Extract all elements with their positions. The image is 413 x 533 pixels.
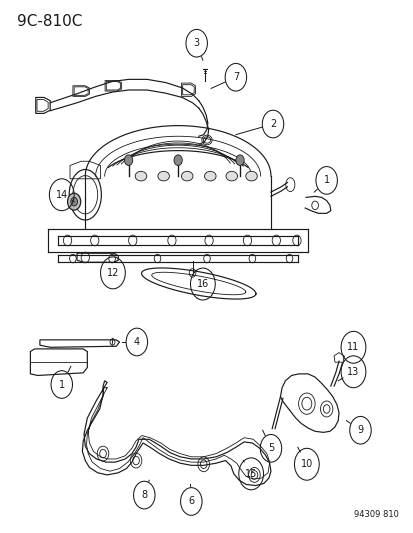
Ellipse shape xyxy=(181,171,192,181)
Ellipse shape xyxy=(225,171,237,181)
Text: 9C-810C: 9C-810C xyxy=(17,14,82,29)
Text: 4: 4 xyxy=(133,337,140,347)
Text: 3: 3 xyxy=(193,38,199,48)
Text: 16: 16 xyxy=(196,279,209,289)
Circle shape xyxy=(235,155,244,165)
Text: 1: 1 xyxy=(323,175,329,185)
Text: 5: 5 xyxy=(267,443,273,453)
Text: 13: 13 xyxy=(347,367,359,377)
Text: 94309 810: 94309 810 xyxy=(353,510,398,519)
Text: 7: 7 xyxy=(232,72,238,82)
Text: 15: 15 xyxy=(244,469,257,479)
Text: 9: 9 xyxy=(356,425,363,435)
Text: 10: 10 xyxy=(300,459,312,469)
Circle shape xyxy=(173,155,182,165)
Circle shape xyxy=(67,193,81,210)
Text: 2: 2 xyxy=(269,119,275,129)
Text: 11: 11 xyxy=(347,342,359,352)
Ellipse shape xyxy=(204,171,216,181)
Text: 6: 6 xyxy=(188,496,194,506)
Ellipse shape xyxy=(157,171,169,181)
Circle shape xyxy=(124,155,133,165)
Text: 8: 8 xyxy=(141,490,147,500)
Text: 14: 14 xyxy=(55,190,68,200)
Circle shape xyxy=(71,197,77,206)
Ellipse shape xyxy=(135,171,146,181)
Text: 1: 1 xyxy=(59,379,65,390)
Text: 12: 12 xyxy=(107,268,119,278)
Ellipse shape xyxy=(245,171,257,181)
